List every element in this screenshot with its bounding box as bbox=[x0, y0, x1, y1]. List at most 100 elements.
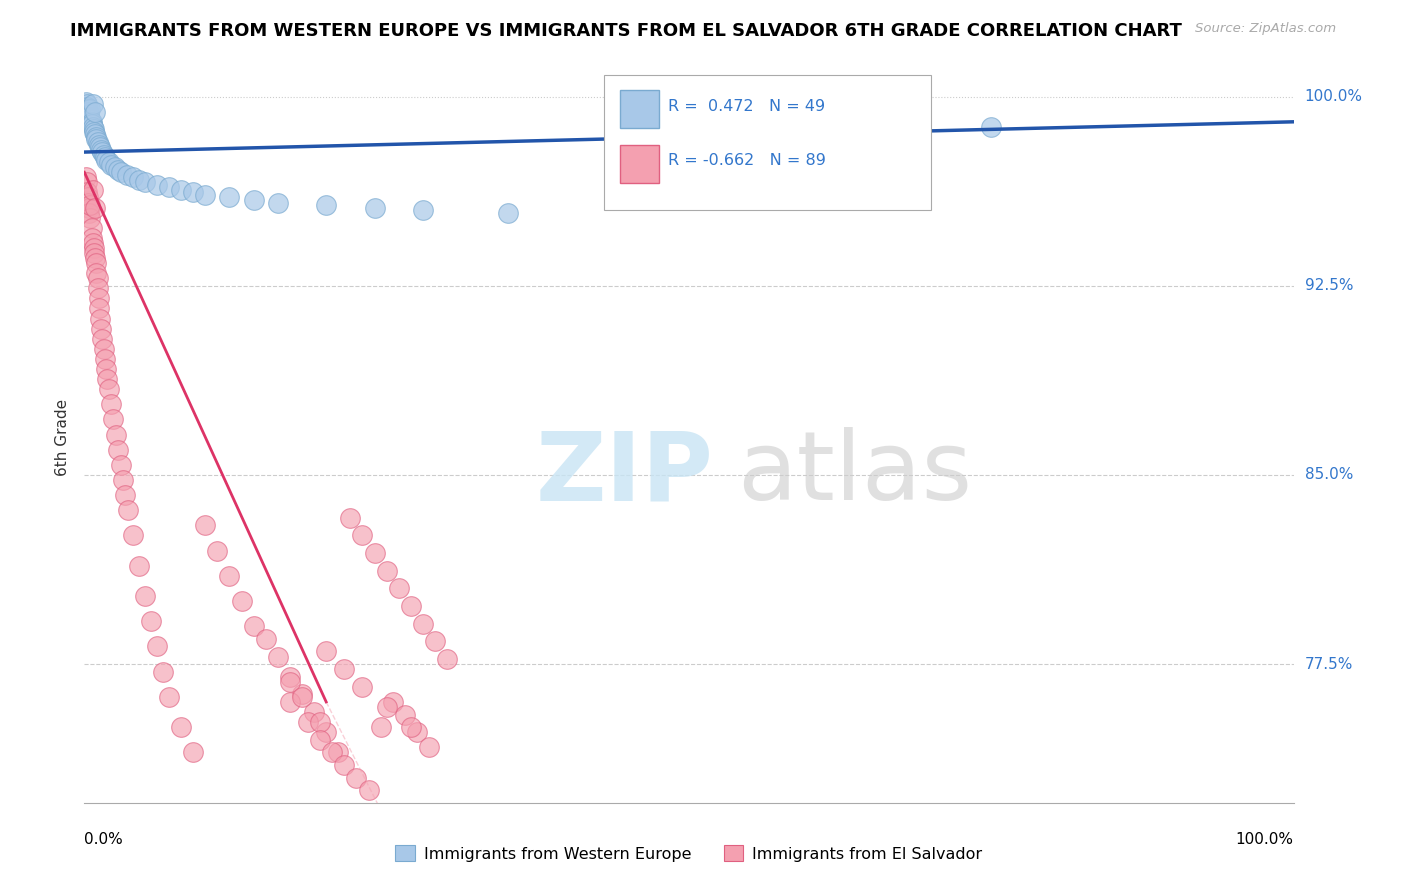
Point bbox=[86, 130, 108, 145]
Text: 0.0%: 0.0% bbox=[84, 832, 124, 847]
Text: 77.5%: 77.5% bbox=[1305, 657, 1353, 672]
Point bbox=[115, 168, 138, 182]
Point bbox=[77, 110, 100, 124]
Point bbox=[302, 705, 325, 719]
Point bbox=[86, 256, 108, 270]
Text: 92.5%: 92.5% bbox=[1305, 278, 1353, 293]
Point bbox=[278, 674, 301, 689]
Point bbox=[97, 155, 120, 169]
Point bbox=[291, 690, 314, 704]
Point bbox=[104, 160, 127, 174]
Point bbox=[980, 120, 1002, 134]
FancyBboxPatch shape bbox=[605, 75, 931, 211]
Point bbox=[242, 619, 264, 633]
Point bbox=[77, 102, 100, 116]
Point bbox=[82, 235, 104, 250]
Point bbox=[75, 95, 97, 109]
Point bbox=[82, 120, 104, 134]
Point bbox=[267, 649, 290, 664]
Point bbox=[90, 321, 112, 335]
Point bbox=[231, 594, 253, 608]
Point bbox=[77, 205, 100, 219]
Point bbox=[93, 342, 115, 356]
Text: ZIP: ZIP bbox=[536, 427, 713, 520]
Point bbox=[278, 670, 301, 684]
Point bbox=[181, 186, 204, 200]
Point bbox=[375, 564, 398, 578]
Point bbox=[181, 745, 204, 759]
Point bbox=[94, 153, 117, 167]
Text: 100.0%: 100.0% bbox=[1236, 832, 1294, 847]
Point bbox=[104, 427, 127, 442]
Point bbox=[315, 644, 337, 658]
Point bbox=[80, 117, 103, 131]
Point bbox=[87, 301, 110, 316]
Point bbox=[333, 758, 356, 772]
Point bbox=[352, 528, 374, 542]
Point bbox=[399, 720, 422, 734]
Point bbox=[146, 640, 169, 654]
Point bbox=[100, 158, 122, 172]
Point bbox=[170, 183, 193, 197]
Point bbox=[381, 695, 404, 709]
Point bbox=[346, 771, 368, 785]
Point bbox=[218, 190, 240, 204]
Point bbox=[86, 281, 108, 295]
Y-axis label: 6th Grade: 6th Grade bbox=[55, 399, 70, 475]
Point bbox=[152, 665, 174, 679]
Point bbox=[87, 291, 110, 305]
Point bbox=[297, 715, 319, 730]
Text: 85.0%: 85.0% bbox=[1305, 467, 1353, 483]
Point bbox=[352, 680, 374, 694]
Point bbox=[82, 97, 104, 112]
Point bbox=[436, 652, 458, 666]
Point bbox=[76, 100, 98, 114]
Point bbox=[107, 442, 129, 457]
Point bbox=[315, 725, 337, 739]
Point bbox=[399, 599, 422, 613]
Point bbox=[94, 362, 117, 376]
Point bbox=[157, 180, 180, 194]
Point bbox=[103, 412, 125, 426]
Point bbox=[406, 725, 429, 739]
Point bbox=[328, 745, 350, 759]
Text: 100.0%: 100.0% bbox=[1305, 89, 1362, 104]
Point bbox=[94, 150, 117, 164]
Point bbox=[80, 231, 103, 245]
Point bbox=[84, 128, 107, 142]
Point bbox=[83, 125, 105, 139]
Point bbox=[170, 720, 193, 734]
Point bbox=[134, 175, 156, 189]
Point bbox=[128, 173, 150, 187]
Legend: Immigrants from Western Europe, Immigrants from El Salvador: Immigrants from Western Europe, Immigran… bbox=[389, 838, 988, 868]
Point bbox=[363, 546, 385, 560]
FancyBboxPatch shape bbox=[620, 89, 659, 128]
Point bbox=[75, 170, 97, 185]
Point bbox=[93, 147, 115, 161]
Point bbox=[79, 112, 101, 127]
Point bbox=[89, 311, 111, 326]
Point bbox=[91, 145, 114, 159]
Point bbox=[394, 707, 416, 722]
Point bbox=[218, 569, 240, 583]
Point bbox=[87, 137, 110, 152]
Point bbox=[84, 104, 107, 119]
Point bbox=[84, 251, 107, 265]
Point bbox=[194, 188, 217, 202]
Point bbox=[117, 503, 139, 517]
Point bbox=[79, 102, 101, 116]
Point bbox=[315, 198, 337, 212]
Point bbox=[80, 115, 103, 129]
Point bbox=[388, 582, 411, 596]
Point bbox=[254, 632, 277, 646]
Point bbox=[77, 201, 100, 215]
Point bbox=[86, 266, 108, 280]
Point bbox=[207, 543, 229, 558]
Point bbox=[114, 488, 136, 502]
Point bbox=[370, 720, 392, 734]
Point bbox=[80, 220, 103, 235]
Point bbox=[94, 351, 117, 366]
Point bbox=[121, 528, 143, 542]
Point bbox=[76, 175, 98, 189]
Point bbox=[496, 205, 519, 219]
